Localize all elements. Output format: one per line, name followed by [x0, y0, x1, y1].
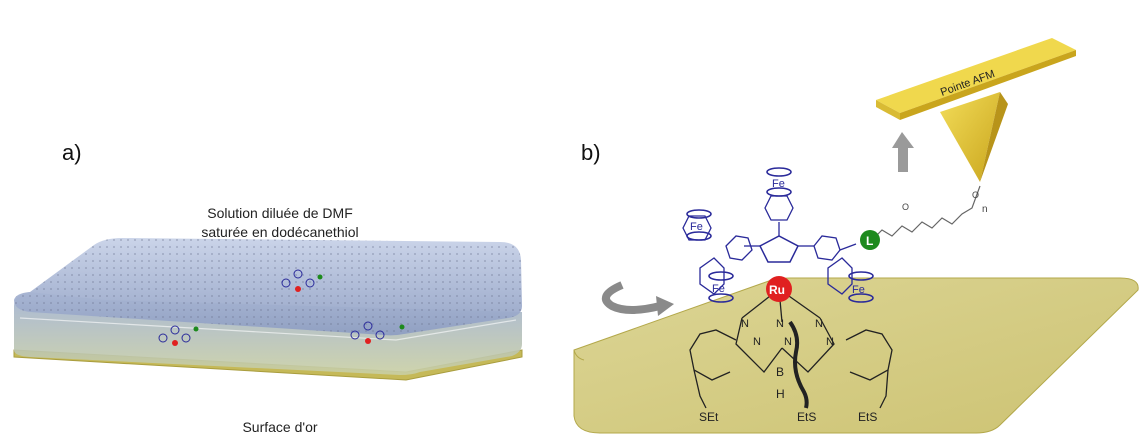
ruthenium-center: Ru — [766, 276, 792, 302]
linker-label: L — [866, 234, 873, 248]
gold-surface-caption: Surface d'or — [242, 419, 318, 435]
molecule-cluster-3 — [350, 321, 405, 344]
afm-cantilever: Pointe AFM — [876, 38, 1076, 182]
iron-label-top: Fe — [772, 178, 785, 190]
svg-text:O: O — [902, 202, 909, 212]
polymer-repeat-n: n — [982, 204, 988, 215]
thioether-mid-label: EtS — [797, 410, 816, 424]
panel-a-label: a) — [62, 140, 82, 165]
panel-b-label: b) — [581, 140, 601, 165]
ferrocene-right-lower: Fe — [848, 271, 874, 303]
central-cyclopentadienyl — [759, 235, 799, 263]
solution-caption: Solution diluée de DMF saturée en dodéca… — [180, 204, 380, 242]
boron-label: B — [776, 365, 784, 379]
thioether-right-label: EtS — [858, 410, 877, 424]
hydrogen-label: H — [776, 387, 785, 401]
nitrogen-label-5: N — [815, 318, 823, 330]
phenyl-rings — [682, 195, 857, 295]
peg-linker-chain: O O n — [871, 185, 988, 241]
ferrocene-left-lower: Fe — [708, 271, 734, 303]
nitrogen-label-4: N — [784, 336, 792, 348]
rotation-arrow — [602, 281, 674, 316]
ferrocene-top: Fe — [766, 167, 792, 197]
svg-text:O: O — [972, 190, 979, 200]
nitrogen-label-1: N — [741, 318, 749, 330]
pull-up-arrow — [892, 132, 914, 172]
iron-label-left-lower: Fe — [712, 283, 725, 295]
solution-droplet — [14, 238, 522, 375]
nitrogen-labels: N N N N N N — [741, 318, 834, 348]
ferrocene-left-upper: Fe — [686, 209, 712, 241]
nitrogen-label-2: N — [753, 336, 761, 348]
thioether-left-label: SEt — [699, 410, 719, 424]
solution-caption-line2: saturée en dodécanethiol — [201, 224, 359, 240]
solution-caption-line1: Solution diluée de DMF — [207, 205, 353, 221]
nitrogen-label-3: N — [776, 318, 784, 330]
iron-label-right-lower: Fe — [852, 284, 865, 296]
iron-label-left-upper: Fe — [690, 221, 703, 233]
molecule-cluster-1 — [158, 325, 199, 346]
linker-group: L — [860, 230, 880, 250]
ruthenium-label: Ru — [769, 283, 785, 297]
molecule-cluster-2 — [281, 269, 323, 292]
nitrogen-label-6: N — [826, 336, 834, 348]
